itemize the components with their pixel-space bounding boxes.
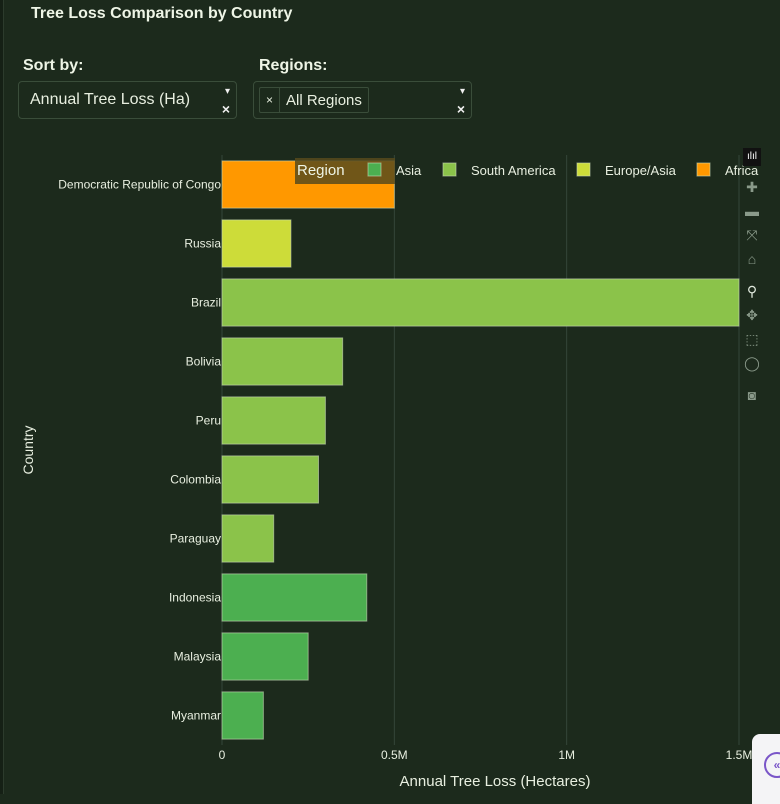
bar-malaysia[interactable] — [221, 632, 309, 681]
legend-item-label[interactable]: Africa — [725, 163, 759, 178]
bar-peru[interactable] — [221, 396, 326, 445]
bar-bolivia[interactable] — [221, 337, 344, 386]
bar-myanmar[interactable] — [221, 691, 264, 740]
lasso-select-icon[interactable]: ◯ — [744, 355, 760, 371]
legend-title: Region — [297, 162, 345, 179]
box-select-icon[interactable]: ⬚ — [745, 331, 759, 347]
assistant-widget[interactable]: « — [752, 734, 780, 804]
y-tick-label: Malaysia — [174, 650, 222, 664]
panel-edge — [0, 0, 4, 794]
y-tick-label: Paraguay — [170, 532, 221, 546]
y-tick-label: Peru — [196, 414, 221, 428]
region-chip: × All Regions — [259, 87, 369, 113]
legend-swatch[interactable] — [696, 162, 711, 177]
clear-icon[interactable]: × — [456, 101, 465, 117]
x-tick-label: 1M — [558, 748, 575, 762]
sort-by-label: Sort by: — [23, 57, 84, 74]
legend-swatch[interactable] — [367, 162, 382, 177]
y-axis-title: Country — [20, 425, 36, 474]
y-tick-label: Bolivia — [186, 355, 222, 369]
camera-icon[interactable]: ◙ — [747, 387, 757, 403]
zoom-icon[interactable]: ⚲ — [746, 283, 758, 299]
y-tick-label: Myanmar — [171, 709, 221, 723]
legend: Region Asia South America Europe/Asia Afric… — [295, 158, 759, 184]
zoom-in-icon[interactable]: ✚ — [746, 179, 758, 195]
bar-indonesia[interactable] — [221, 573, 368, 622]
x-tick-label: 0.5M — [381, 748, 408, 762]
x-tick-label: 1.5M — [726, 748, 753, 762]
clear-icon[interactable]: × — [221, 101, 230, 117]
autoscale-icon[interactable]: ⤧ — [746, 227, 758, 243]
y-tick-label: Indonesia — [169, 591, 221, 605]
collapse-icon[interactable]: « — [764, 752, 780, 778]
bar-colombia[interactable] — [221, 455, 320, 504]
y-tick-label: Russia — [184, 237, 221, 251]
bar-paraguay[interactable] — [221, 514, 275, 563]
pan-icon[interactable]: ✥ — [746, 307, 758, 323]
legend-item-label[interactable]: South America — [471, 163, 556, 178]
page-title: Tree Loss Comparison by Country — [31, 5, 293, 22]
y-tick-label: Democratic Republic of Congo — [58, 178, 221, 192]
regions-dropdown[interactable]: × All Regions ▾ × — [253, 81, 472, 119]
sort-by-dropdown[interactable]: Annual Tree Loss (Ha) ▾ × — [18, 81, 237, 119]
legend-swatch[interactable] — [576, 162, 591, 177]
y-tick-label: Brazil — [191, 296, 221, 310]
regions-label: Regions: — [259, 57, 328, 74]
zoom-out-icon[interactable]: ▬ — [745, 203, 759, 219]
legend-item-label[interactable]: Asia — [396, 163, 422, 178]
reset-axes-icon[interactable]: ⌂ — [747, 251, 757, 267]
plotly-logo-icon[interactable]: ılıl — [743, 148, 761, 166]
legend-swatch[interactable] — [442, 162, 457, 177]
chevron-down-icon[interactable]: ▾ — [224, 86, 230, 97]
bar-brazil[interactable] — [221, 278, 740, 327]
chip-remove-icon[interactable]: × — [260, 88, 281, 112]
x-tick-label: 0 — [219, 748, 226, 762]
chevron-down-icon[interactable]: ▾ — [459, 86, 465, 97]
bar-russia[interactable] — [221, 219, 292, 268]
y-tick-label: Colombia — [170, 473, 221, 487]
x-axis-title: Annual Tree Loss (Hectares) — [400, 773, 591, 790]
sort-by-value: Annual Tree Loss (Ha) — [30, 91, 191, 108]
chip-label: All Regions — [286, 91, 362, 109]
legend-item-label[interactable]: Europe/Asia — [605, 163, 677, 178]
